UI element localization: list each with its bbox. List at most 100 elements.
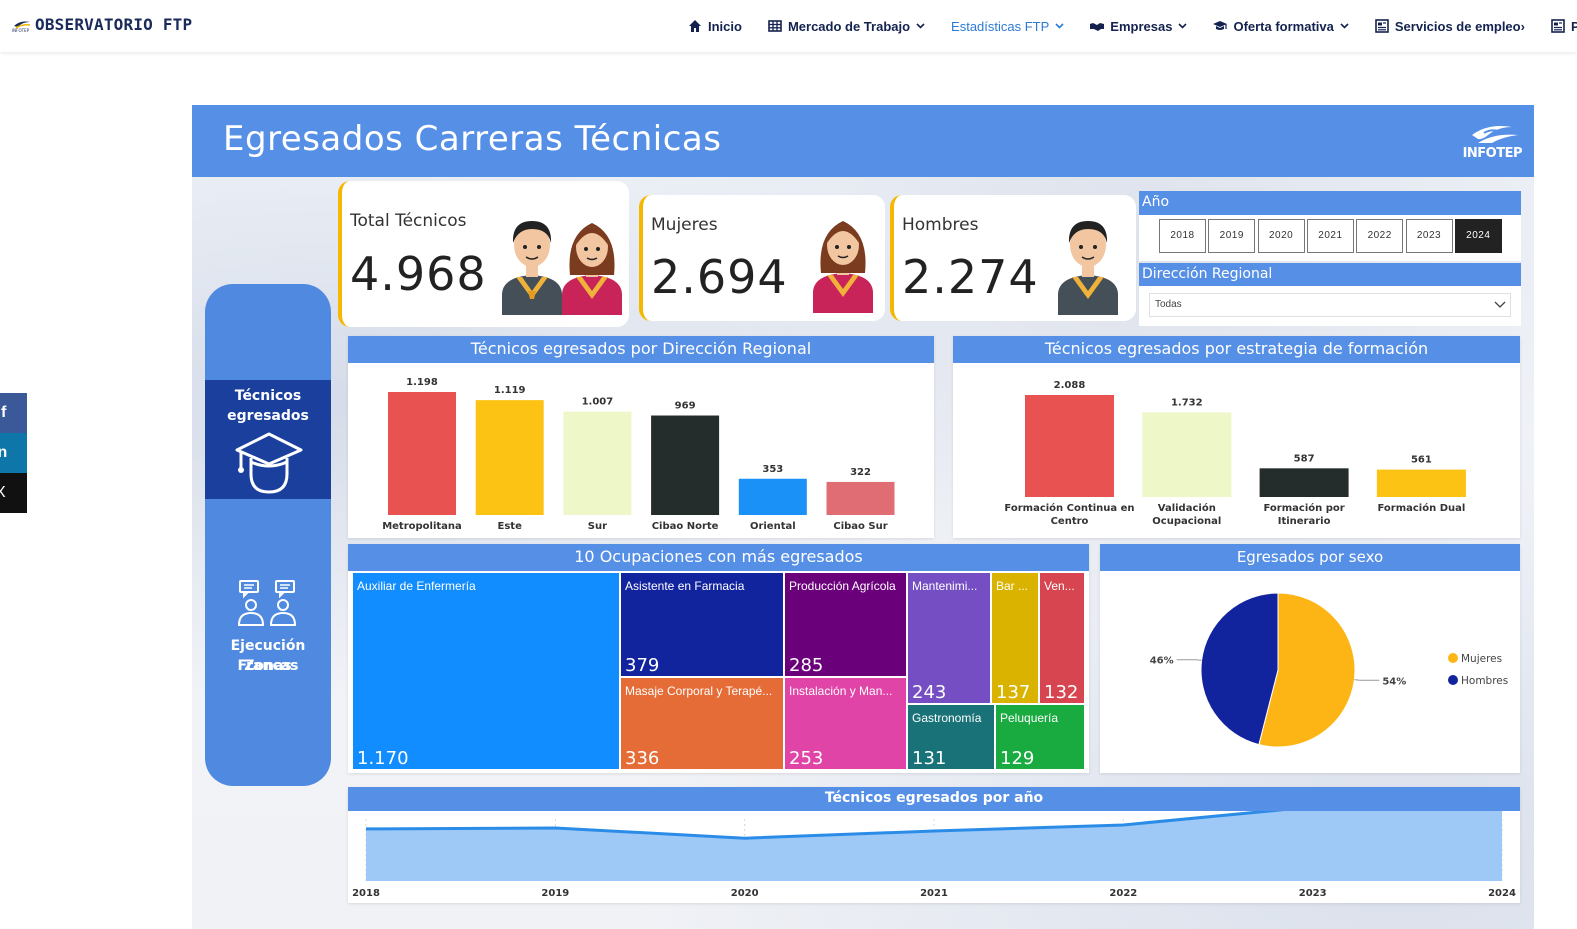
area-fill <box>366 811 1502 881</box>
side-nav-label-line2: egresados <box>227 408 309 424</box>
side-nav-label-line2: Francas <box>237 658 299 674</box>
region-filter: Todas <box>1139 286 1521 326</box>
nav-item-servicios-de-empleo[interactable]: Servicios de empleo› <box>1375 19 1525 34</box>
powerbi-dashboard: Egresados Carreras Técnicas INFOTEP Técn… <box>192 105 1534 929</box>
category-label: Este <box>498 521 523 532</box>
tile-value: 132 <box>1044 682 1079 703</box>
treemap-tile-bar[interactable]: Bar ... 137 <box>992 573 1038 703</box>
kpi-value: 2.274 <box>902 250 1039 304</box>
nav-item-label: Estadísticas FTP <box>951 18 1050 34</box>
year-button-2018[interactable]: 2018 <box>1159 219 1206 253</box>
year-button-2023[interactable]: 2023 <box>1405 219 1453 253</box>
treemap-tile-instalacion-y-man[interactable]: Instalación y Man... 253 <box>785 678 906 769</box>
kpi-label: Total Técnicos <box>350 211 467 231</box>
treemap-tile-produccion-agricola[interactable]: Producción Agrícola 285 <box>785 573 906 676</box>
handshake-icon <box>1090 23 1105 31</box>
pie-data-label: 46% <box>1150 656 1174 667</box>
brand[interactable]: INFOTEP OBSERVATORIO FTP <box>12 15 192 34</box>
data-label: 322 <box>850 467 871 478</box>
table-icon <box>768 20 782 32</box>
legend-label: Hombres <box>1461 675 1508 687</box>
nav-item-empresas[interactable]: Empresas <box>1090 19 1188 34</box>
chevron-down-icon <box>1340 23 1349 29</box>
year-button-2021[interactable]: 2021 <box>1306 219 1354 253</box>
year-button-2020[interactable]: 2020 <box>1257 219 1305 253</box>
category-label: Oriental <box>750 521 796 532</box>
sex-pie-chart-panel: Egresados por sexo 54% 46% Mujeres Hombres <box>1100 544 1520 773</box>
region-dropdown[interactable]: Todas <box>1149 293 1511 317</box>
treemap-tile-ven[interactable]: Ven... 132 <box>1040 573 1084 703</box>
nav-item-label: P <box>1570 18 1577 34</box>
treemap-tile-auxiliar-de-enfermeria[interactable]: Auxiliar de Enfermería 1.170 <box>353 573 619 769</box>
dashboard-title: Egresados Carreras Técnicas <box>223 119 722 159</box>
side-nav-item-zonas-francas[interactable]: Ejecución Zonas Francas <box>205 574 331 684</box>
nav-item-clipped[interactable]: P <box>1551 19 1577 34</box>
top-navbar: INFOTEP OBSERVATORIO FTP Inicio Mercado d… <box>0 0 1577 52</box>
nav-item-inicio[interactable]: Inicio <box>688 19 742 34</box>
data-label: 2.088 <box>1054 380 1086 391</box>
region-filter-header: Dirección Regional <box>1139 263 1521 286</box>
nav-item-mercado-de-trabajo[interactable]: Mercado de Trabajo <box>768 19 925 34</box>
x-tick-label: 2019 <box>541 888 569 899</box>
data-label: 1.119 <box>494 385 526 396</box>
chart-title: Técnicos egresados por Dirección Regiona… <box>348 336 934 363</box>
male-graduate-icon <box>1058 221 1118 315</box>
nav-item-oferta-formativa[interactable]: Oferta formativa <box>1213 19 1349 34</box>
bar-formacion-continua-en-centro <box>1025 395 1114 497</box>
tile-value: 253 <box>789 748 824 769</box>
year-filter-header: Año <box>1139 191 1521 215</box>
chart-title: Egresados por sexo <box>1100 544 1520 571</box>
tile-value: 336 <box>625 748 660 769</box>
tile-value: 137 <box>996 682 1031 703</box>
kpi-label: Mujeres <box>651 215 718 235</box>
treemap-tile-gastronomia[interactable]: Gastronomía 131 <box>908 705 994 769</box>
treemap-tile-asistente-en-farmacia[interactable]: Asistente en Farmacia 379 <box>621 573 783 676</box>
graduate-head-icon <box>235 432 303 494</box>
bar-metropolitana <box>388 392 456 515</box>
legend-marker <box>1448 653 1458 663</box>
brand-title: OBSERVATORIO FTP <box>35 15 193 34</box>
strategy-bar-chart: 2.088 Formación Continua en Centro 1.732 Val… <box>1004 380 1466 527</box>
chevron-down-icon <box>1494 301 1506 308</box>
treemap-tile-peluqueria[interactable]: Peluquería 129 <box>996 705 1084 769</box>
category-label: Cibao Norte <box>652 521 719 532</box>
kpi-card-total: Total Técnicos 4.968 <box>338 181 629 327</box>
side-nav-item-tecnicos-egresados[interactable]: Técnicos egresados <box>205 380 331 499</box>
category-label: Sur <box>588 521 607 532</box>
home-icon <box>689 20 701 32</box>
year-button-2019[interactable]: 2019 <box>1208 219 1256 253</box>
bar-cibao-sur <box>826 481 895 515</box>
treemap-tile-masaje-corporal-y-terape[interactable]: Masaje Corporal y Terapé... 336 <box>621 678 783 769</box>
x-icon: X <box>0 484 6 501</box>
main-menu: Inicio Mercado de Trabajo Estadísticas FTP… <box>688 0 1577 52</box>
legend-marker <box>1448 675 1458 685</box>
linkedin-share-button[interactable]: in <box>0 433 27 473</box>
tile-label: Masaje Corporal y Terapé... <box>625 684 773 698</box>
treemap-tile-mantenimi[interactable]: Mantenimi... 243 <box>908 573 990 703</box>
legend-label: Mujeres <box>1461 653 1502 665</box>
facebook-share-button[interactable]: f <box>0 393 27 433</box>
x-tick-label: 2022 <box>1109 888 1137 899</box>
kpi-value: 4.968 <box>350 247 487 301</box>
chart-title: Técnicos egresados por estrategia de for… <box>953 336 1520 363</box>
data-label: 561 <box>1411 455 1432 466</box>
x-tick-label: 2023 <box>1299 888 1327 899</box>
kpi-card-hombres: Hombres 2.274 <box>890 195 1136 321</box>
year-area-chart-panel: Técnicos egresados por año 2018 2019 2020 2… <box>348 787 1520 903</box>
category-label: Cibao Sur <box>833 521 887 532</box>
x-share-button[interactable]: X <box>0 473 27 513</box>
tile-value: 129 <box>1000 748 1035 769</box>
regional-bar-chart-panel: Técnicos egresados por Dirección Regiona… <box>348 336 934 538</box>
nav-item-label: Mercado de Trabajo <box>787 18 911 34</box>
x-tick-label: 2021 <box>920 888 948 899</box>
tile-label: Producción Agrícola <box>789 579 896 593</box>
pie-data-label: 54% <box>1382 676 1406 687</box>
tile-label: Mantenimi... <box>912 579 978 593</box>
year-button-2024[interactable]: 2024 <box>1454 219 1502 253</box>
category-label: Formación Continua en <box>1004 502 1134 514</box>
nav-item-estadisticas-ftp[interactable]: Estadísticas FTP <box>951 19 1064 34</box>
tile-value: 131 <box>912 748 947 769</box>
regional-bar-chart: 1.198 Metropolitana 1.119 Este 1.007 Sur 969 Ci… <box>382 377 895 532</box>
year-button-2022[interactable]: 2022 <box>1356 219 1404 253</box>
tile-label: Auxiliar de Enfermería <box>357 579 476 593</box>
